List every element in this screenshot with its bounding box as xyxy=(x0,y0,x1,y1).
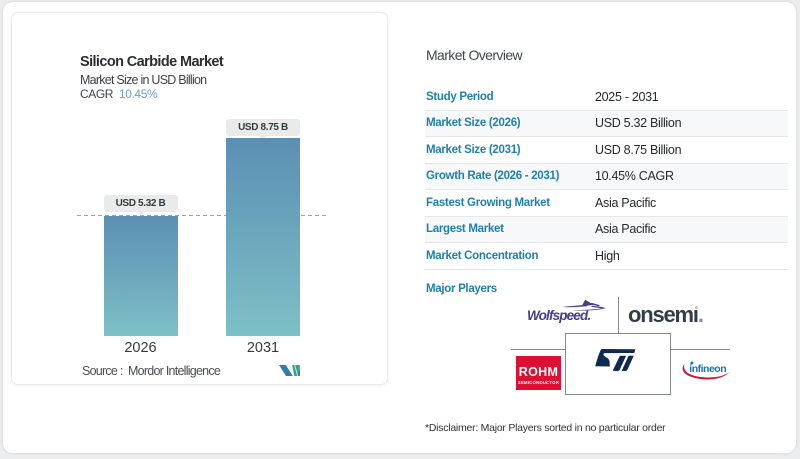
svg-text:infineon: infineon xyxy=(689,363,726,375)
